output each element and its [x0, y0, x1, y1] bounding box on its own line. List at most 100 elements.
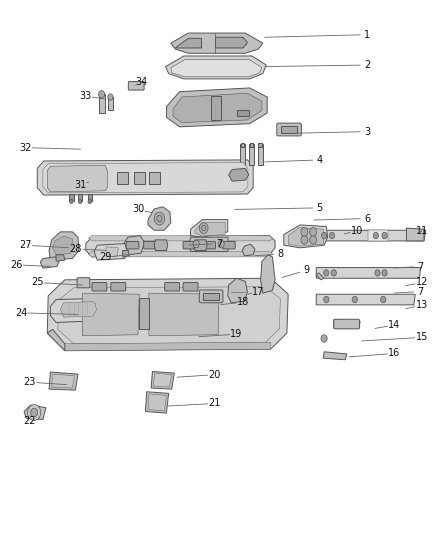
Text: 17: 17 [252, 287, 265, 296]
Circle shape [99, 91, 105, 98]
Circle shape [324, 296, 329, 303]
Polygon shape [60, 302, 96, 317]
Text: 12: 12 [416, 278, 428, 287]
Text: 6: 6 [364, 214, 370, 223]
Bar [258, 144, 263, 165]
Circle shape [382, 270, 387, 276]
Circle shape [301, 228, 308, 236]
Polygon shape [124, 236, 145, 255]
Circle shape [301, 236, 308, 244]
Polygon shape [190, 237, 229, 252]
Circle shape [88, 199, 92, 204]
Bar [241, 143, 244, 147]
Polygon shape [406, 228, 424, 241]
Text: 14: 14 [388, 320, 400, 330]
Circle shape [321, 232, 327, 239]
Polygon shape [288, 228, 324, 246]
Text: 3: 3 [364, 127, 370, 136]
Polygon shape [145, 392, 169, 413]
Polygon shape [173, 93, 262, 123]
Circle shape [78, 199, 82, 204]
Text: 31: 31 [74, 180, 86, 190]
Circle shape [199, 223, 208, 233]
FancyBboxPatch shape [144, 241, 156, 249]
Bar [78, 194, 82, 201]
Text: 23: 23 [24, 377, 36, 387]
Polygon shape [47, 278, 288, 351]
Text: 20: 20 [208, 370, 221, 379]
Polygon shape [50, 298, 102, 322]
Circle shape [108, 94, 113, 100]
Bar [108, 97, 113, 110]
Circle shape [381, 296, 386, 303]
Circle shape [324, 270, 329, 276]
FancyBboxPatch shape [203, 241, 215, 249]
Polygon shape [148, 394, 166, 411]
Text: 18: 18 [237, 297, 249, 307]
Bar [249, 144, 254, 165]
Polygon shape [166, 88, 267, 127]
FancyBboxPatch shape [165, 282, 180, 291]
Circle shape [310, 228, 317, 236]
Circle shape [157, 215, 162, 222]
Polygon shape [368, 230, 388, 241]
Bar [250, 143, 253, 147]
Polygon shape [314, 230, 426, 241]
Circle shape [31, 408, 38, 417]
Text: 5: 5 [317, 203, 323, 213]
Circle shape [154, 212, 165, 225]
Bar [99, 94, 105, 113]
Polygon shape [194, 240, 207, 251]
Circle shape [375, 270, 380, 276]
Text: 15: 15 [416, 333, 428, 342]
Bar [281, 126, 297, 133]
Polygon shape [316, 294, 415, 305]
Text: 25: 25 [31, 278, 43, 287]
Text: 9: 9 [304, 265, 310, 275]
Text: 21: 21 [208, 399, 221, 408]
Polygon shape [123, 251, 129, 257]
Text: 26: 26 [11, 260, 23, 270]
Polygon shape [82, 293, 139, 336]
Polygon shape [148, 207, 171, 230]
Polygon shape [24, 405, 46, 419]
Polygon shape [151, 372, 174, 389]
Text: 22: 22 [24, 416, 36, 426]
Polygon shape [228, 278, 247, 303]
Polygon shape [166, 56, 266, 79]
Polygon shape [65, 342, 271, 351]
Polygon shape [86, 236, 275, 257]
Polygon shape [175, 38, 201, 48]
FancyBboxPatch shape [334, 319, 360, 329]
Polygon shape [242, 244, 255, 256]
Circle shape [70, 199, 73, 204]
Circle shape [329, 232, 335, 239]
Bar [88, 194, 92, 201]
Polygon shape [191, 220, 228, 237]
Polygon shape [153, 373, 172, 387]
Bar [69, 194, 74, 201]
FancyBboxPatch shape [111, 282, 126, 291]
Polygon shape [49, 232, 79, 260]
Polygon shape [316, 273, 324, 280]
Polygon shape [88, 236, 272, 241]
Bar [211, 96, 221, 120]
Polygon shape [229, 168, 249, 181]
Text: 27: 27 [19, 240, 32, 250]
FancyBboxPatch shape [77, 278, 90, 288]
Bar [139, 298, 149, 329]
Circle shape [352, 296, 357, 303]
Polygon shape [154, 240, 168, 251]
Circle shape [321, 335, 327, 342]
FancyBboxPatch shape [128, 82, 144, 90]
FancyBboxPatch shape [277, 123, 301, 136]
Text: 11: 11 [416, 226, 428, 236]
Text: 16: 16 [388, 349, 400, 358]
Polygon shape [171, 60, 262, 77]
Polygon shape [88, 252, 272, 257]
Text: 24: 24 [15, 308, 27, 318]
Circle shape [382, 232, 387, 239]
FancyBboxPatch shape [183, 282, 198, 291]
Text: 28: 28 [70, 244, 82, 254]
Text: 29: 29 [99, 253, 111, 262]
